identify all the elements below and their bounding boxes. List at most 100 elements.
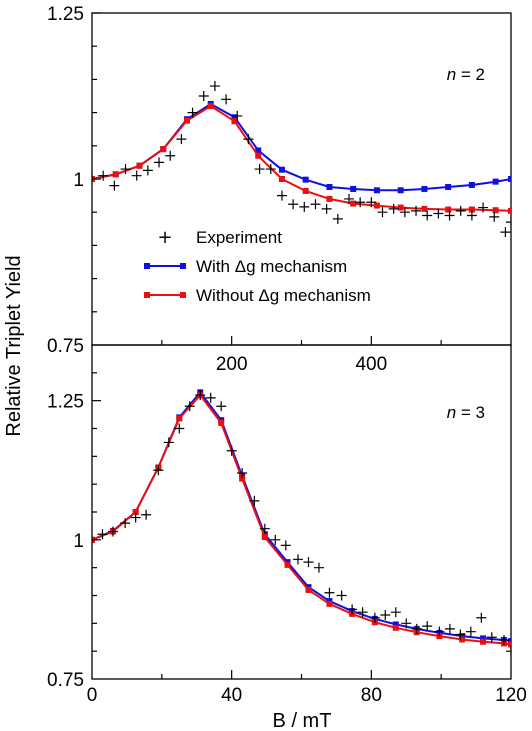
- without_dg-point: [397, 204, 404, 211]
- without_dg-point: [278, 176, 285, 182]
- experiment-point: [422, 621, 433, 632]
- experiment-point: [141, 509, 152, 520]
- panel-label: n = 3: [447, 403, 485, 422]
- x-tick-label: 0: [87, 685, 98, 706]
- legend-experiment-label: Experiment: [196, 228, 282, 247]
- with_dg-point: [492, 178, 499, 185]
- experiment-point: [310, 199, 321, 210]
- without_dg-point: [176, 415, 183, 422]
- without_dg-point: [373, 202, 380, 209]
- y-axis-title: Relative Triplet Yield: [3, 255, 25, 436]
- without_dg-point: [350, 200, 357, 207]
- experiment-point: [466, 210, 477, 221]
- experiment-point: [422, 210, 433, 221]
- without_dg-point: [305, 586, 312, 593]
- x-tick-label: 40: [221, 685, 242, 706]
- experiment-point: [195, 390, 206, 401]
- without_dg-point: [480, 638, 487, 645]
- x-tick-label: 80: [361, 685, 382, 706]
- experiment-point: [209, 81, 220, 92]
- experiment-point: [434, 626, 445, 637]
- panel-n3: 1.25 1 0.750 40 80 120 n = 3: [47, 344, 527, 706]
- without_dg-point: [468, 206, 475, 213]
- without_dg-point: [302, 187, 309, 194]
- experiment-point: [165, 150, 176, 161]
- panel-label-variable: n: [447, 403, 456, 422]
- experiment-point: [98, 170, 109, 181]
- experiment-point: [444, 210, 455, 221]
- with_dg-point: [480, 635, 487, 642]
- experiment-point: [226, 445, 237, 456]
- x-axis-title: B / mT: [273, 710, 332, 731]
- experiment-point: [489, 211, 500, 222]
- legend-without-dg-label: Without Δg mechanism: [196, 286, 371, 305]
- experiment-point: [130, 512, 141, 523]
- experiment-point: [380, 609, 391, 620]
- experiment-point: [324, 587, 335, 598]
- with_dg-point: [326, 183, 333, 190]
- experiment-point: [216, 401, 227, 412]
- experiment-point: [369, 612, 380, 623]
- legend-with-dg-label: With Δg mechanism: [196, 257, 347, 276]
- experiment-point: [506, 646, 511, 657]
- without_dg-point: [160, 146, 167, 153]
- experiment-point: [388, 203, 399, 214]
- experiment-point: [276, 190, 287, 201]
- experiment-point: [355, 197, 366, 208]
- panel-label-value: = 3: [456, 403, 485, 422]
- without_dg-point: [112, 171, 119, 178]
- y-tick-label: 1.25: [47, 4, 84, 25]
- with_dg-point: [231, 114, 238, 121]
- without_dg-point: [459, 636, 466, 643]
- legend-with-dg-marker: [144, 263, 150, 269]
- experiment-point: [444, 623, 455, 634]
- y-tick-label: 1: [73, 170, 84, 191]
- without_dg-point: [326, 195, 333, 202]
- y-tick-label: 0.75: [47, 336, 84, 357]
- experiment-point: [455, 629, 466, 640]
- with_dg-point: [397, 187, 404, 194]
- with_dg-point: [302, 176, 309, 183]
- experiment-point: [107, 526, 118, 537]
- with_dg-point: [392, 621, 399, 628]
- experiment-point: [411, 623, 422, 634]
- experiment-point: [332, 213, 343, 224]
- experiment-point: [411, 205, 422, 216]
- experiment-point: [476, 612, 487, 623]
- x-tick-label: 200: [216, 354, 248, 375]
- x-tick-label: 120: [495, 685, 527, 706]
- with_dg-series-line: [92, 390, 511, 643]
- with_dg-point: [255, 147, 262, 154]
- experiment-point: [321, 203, 332, 214]
- experiment-point: [174, 423, 185, 434]
- legend: + Experiment With Δg mechanism Without Δ…: [144, 227, 371, 305]
- experiment-point: [401, 618, 412, 629]
- with_dg-point: [373, 187, 380, 194]
- with_dg-point: [278, 166, 285, 173]
- without_dg-point: [231, 118, 238, 125]
- experiment-point: [237, 468, 248, 479]
- without_dg-point: [218, 419, 225, 426]
- with_dg-series-line: [92, 102, 511, 192]
- experiment-point: [500, 227, 511, 238]
- without_dg-point: [508, 207, 511, 214]
- experiment-point: [280, 540, 291, 551]
- panel-label-value: = 2: [456, 65, 485, 84]
- without_dg-point: [132, 509, 139, 515]
- plot-data: [92, 81, 511, 238]
- experiment-point: [120, 518, 131, 529]
- experiment-point: [293, 554, 304, 565]
- without_dg-point: [183, 117, 190, 124]
- experiment-point: [377, 207, 388, 218]
- experiment-point: [499, 635, 510, 646]
- panel-n2: 1.25 1 0.75 200 400 n = 2: [47, 4, 512, 375]
- panel-label: n = 2: [447, 65, 485, 84]
- without_dg-point: [239, 475, 246, 482]
- panel-label-variable: n: [447, 65, 456, 84]
- experiment-point: [184, 401, 195, 412]
- without_dg-point: [392, 624, 399, 631]
- with_dg-point: [468, 181, 475, 188]
- experiment-point: [390, 607, 401, 618]
- legend-without-dg-marker: [144, 292, 150, 298]
